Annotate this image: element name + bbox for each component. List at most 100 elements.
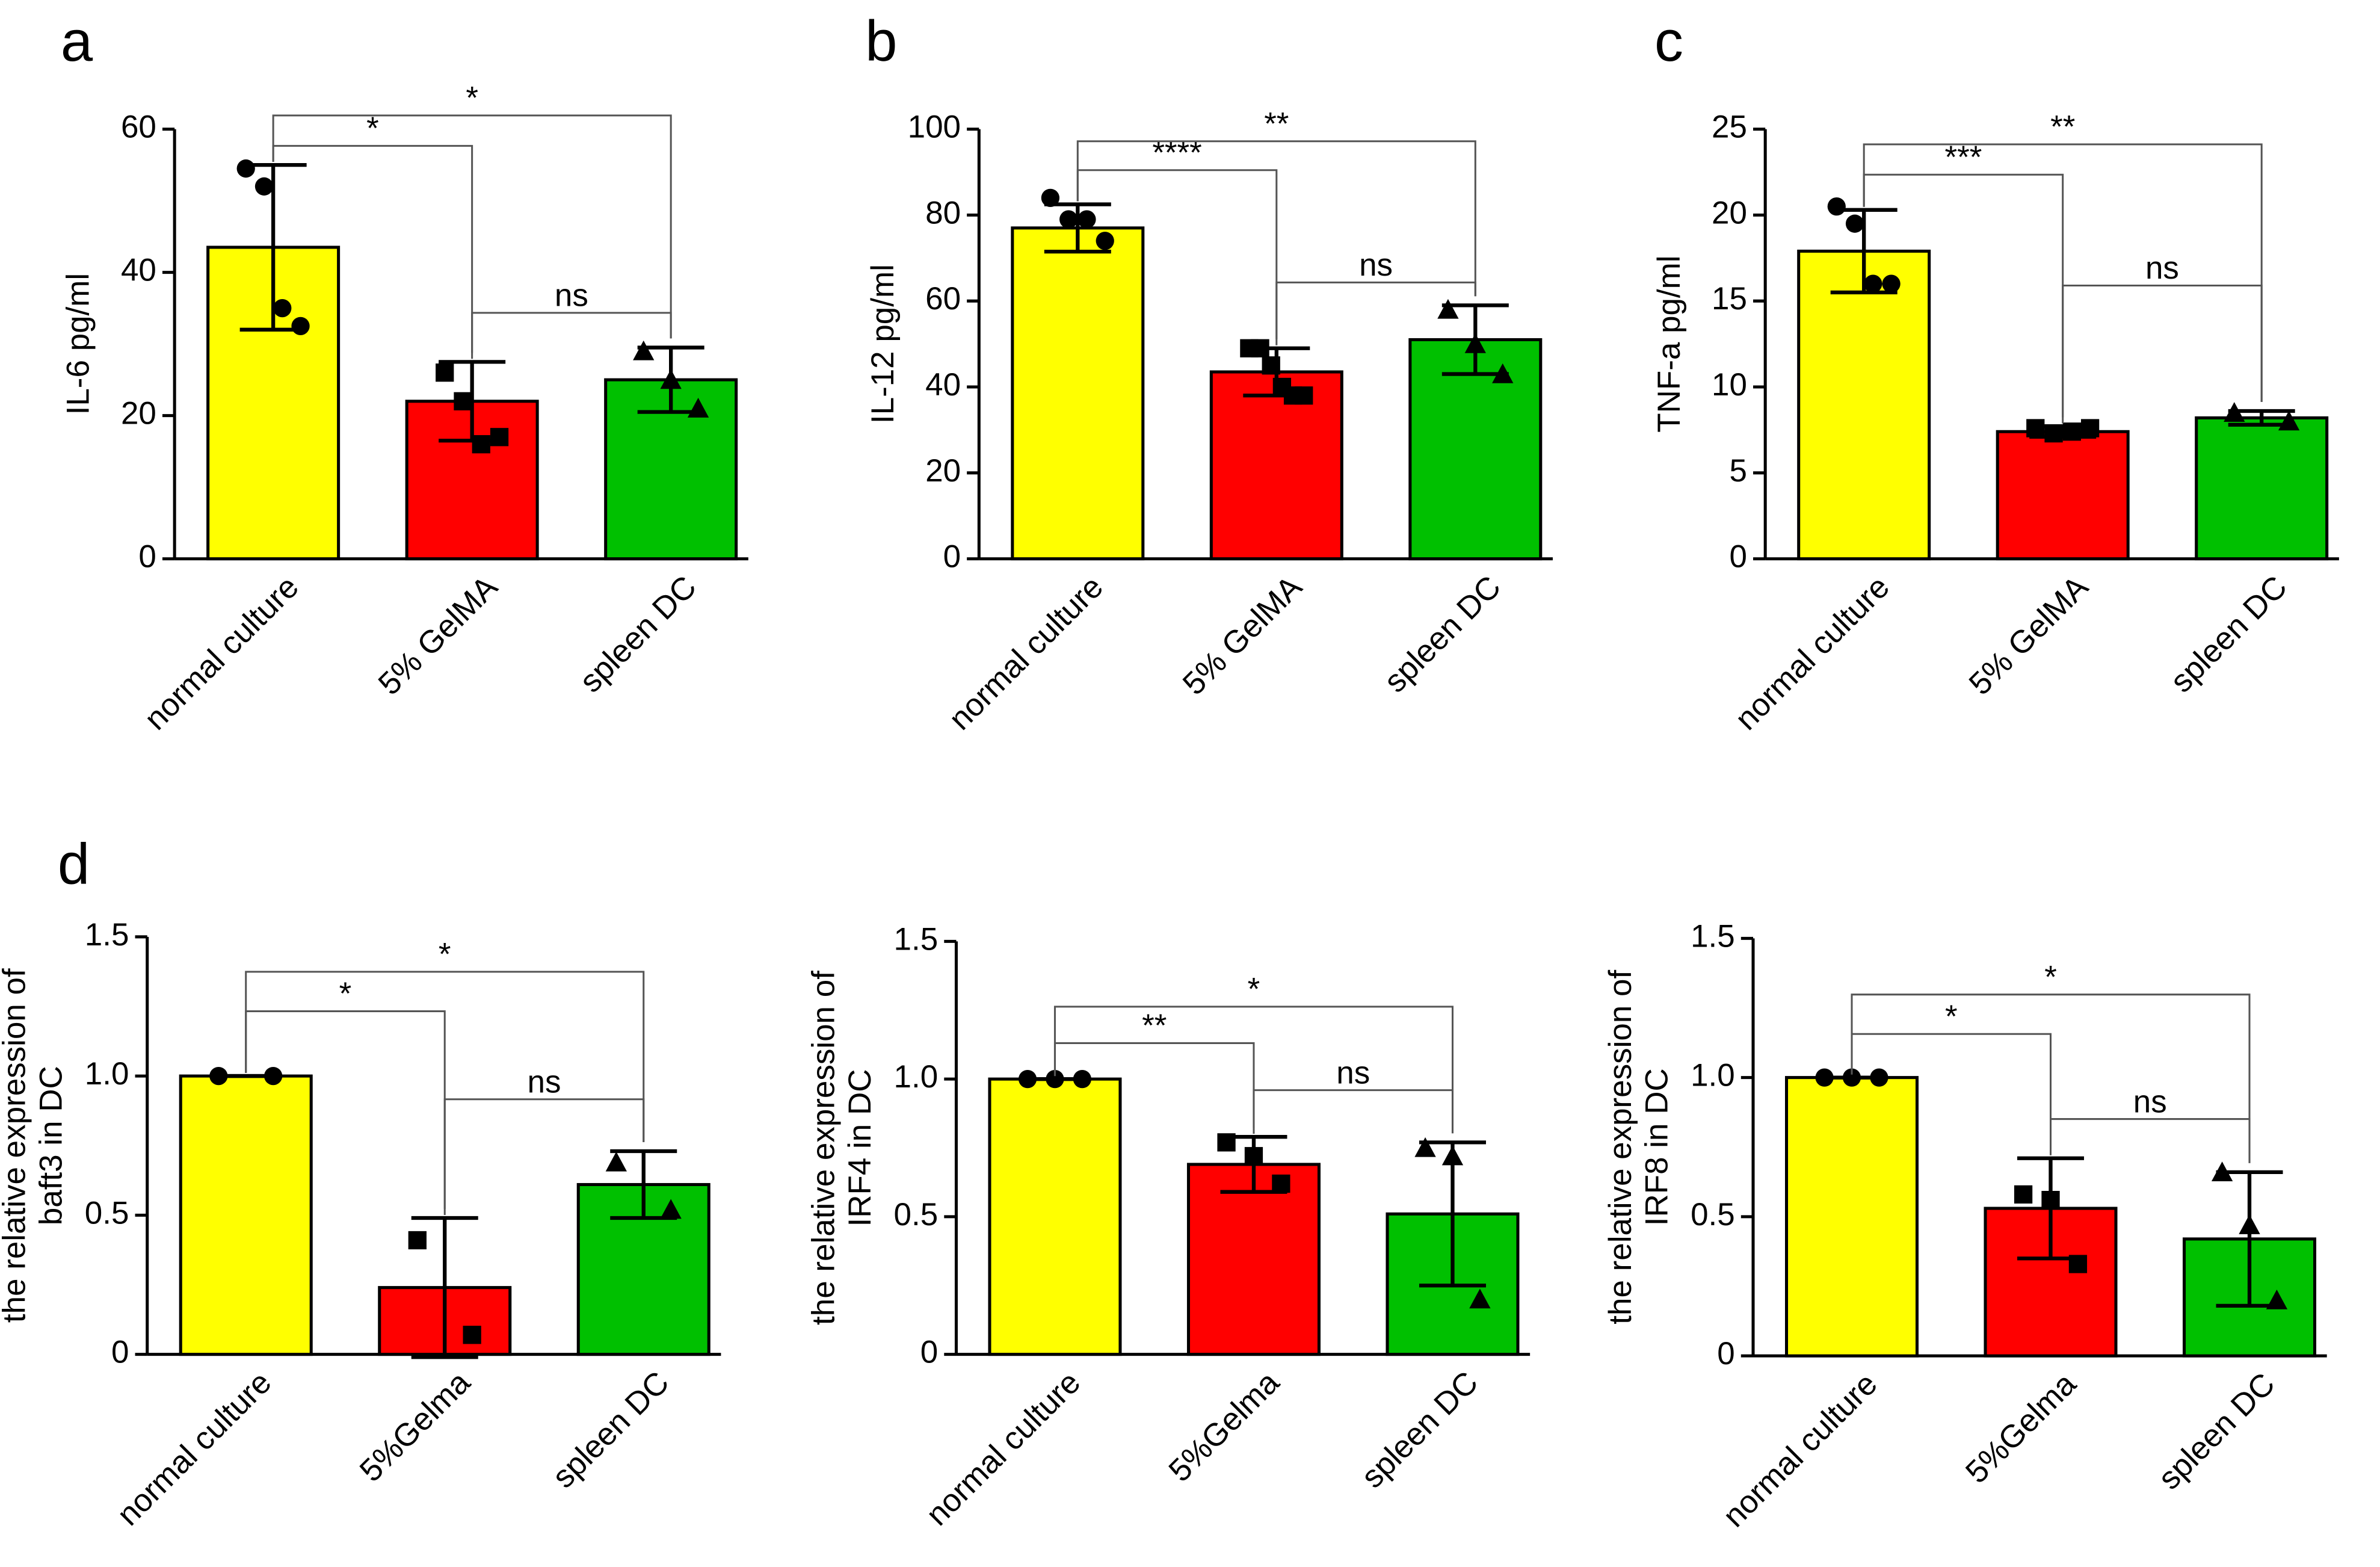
bar	[1797, 249, 1931, 561]
y-tick-label: 5	[1729, 453, 1746, 489]
data-point	[490, 428, 509, 447]
significance-label: **	[2050, 110, 2075, 145]
significance-bracket	[2050, 1118, 2251, 1163]
y-tick-label: 10	[1712, 367, 1747, 403]
panel-label: a	[61, 9, 93, 73]
y-tick-label: 0	[1717, 1336, 1734, 1371]
x-tick-label: spleen DC	[546, 1365, 676, 1495]
y-tick-label: 80	[925, 195, 961, 230]
data-point	[1059, 210, 1078, 229]
bar	[988, 1077, 1122, 1356]
data-point	[1882, 274, 1901, 293]
x-tick-label: spleen DC	[1377, 569, 1508, 700]
bar	[1186, 1163, 1321, 1356]
significance-label: **	[1264, 107, 1289, 142]
data-point	[2026, 419, 2045, 437]
significance-label: ns	[2145, 250, 2179, 286]
data-point	[2080, 419, 2100, 437]
panel-label: d	[58, 832, 90, 897]
significance-label: *	[439, 937, 451, 972]
x-tick-label: normal culture	[138, 569, 306, 737]
bar	[1996, 430, 2130, 561]
data-point	[2278, 410, 2300, 431]
significance-bracket	[1863, 143, 2263, 402]
x-tick-label: 5%Gelma	[1162, 1364, 1286, 1489]
panel-label: b	[865, 9, 897, 73]
data-point	[1845, 214, 1864, 233]
x-tick-label: 5%Gelma	[353, 1364, 478, 1489]
y-axis-label: IL-12 pg/ml	[865, 264, 901, 424]
data-point	[2068, 1255, 2088, 1273]
x-tick-label: normal culture	[1728, 569, 1896, 737]
data-point	[2041, 1190, 2060, 1210]
x-tick-label: normal culture	[1716, 1366, 1884, 1534]
y-tick-label: 60	[121, 110, 156, 145]
significance-bracket	[471, 312, 672, 359]
data-point	[2211, 1161, 2233, 1182]
y-tick-label: 0	[111, 1335, 129, 1370]
y-tick-label: 40	[121, 253, 156, 288]
data-point	[1041, 188, 1060, 207]
data-point	[454, 392, 472, 410]
data-point	[1096, 232, 1114, 250]
y-tick-label: 0	[1729, 539, 1746, 575]
data-point	[1217, 1133, 1236, 1152]
x-tick-label: 5% GelMA	[1176, 569, 1309, 702]
data-point	[1469, 1288, 1491, 1309]
data-point	[209, 1066, 228, 1086]
significance-label: **	[1142, 1008, 1167, 1043]
data-point	[2239, 1214, 2260, 1234]
x-tick-label: 5%Gelma	[1959, 1366, 2083, 1491]
y-axis-label: TNF-a pg/ml	[1651, 255, 1687, 432]
y-tick-label: 0.5	[894, 1197, 939, 1232]
x-tick-label: normal culture	[942, 569, 1110, 737]
y-tick-label: 0	[943, 539, 961, 575]
data-point	[1073, 1069, 1092, 1089]
data-point	[2062, 422, 2081, 441]
significance-label: ns	[528, 1065, 561, 1100]
data-point	[472, 435, 490, 454]
x-tick-label: spleen DC	[1355, 1365, 1485, 1495]
significance-label: *	[2044, 959, 2057, 995]
y-tick-label: 1.5	[894, 921, 939, 957]
y-tick-label: 1.0	[1691, 1058, 1735, 1093]
y-axis-label: the relative expression of	[1603, 970, 1638, 1324]
data-point	[1251, 339, 1269, 357]
data-point	[1077, 210, 1096, 229]
y-tick-label: 100	[908, 110, 961, 145]
data-point	[1864, 274, 1882, 293]
data-point	[264, 1066, 283, 1086]
data-point	[2266, 1289, 2288, 1309]
bar	[1011, 226, 1145, 561]
data-point	[1295, 386, 1313, 405]
data-point	[1046, 1069, 1064, 1089]
y-axis-label: IRF4 in DC	[842, 1069, 878, 1227]
y-tick-label: 0.5	[1691, 1197, 1735, 1232]
significance-bracket	[443, 1098, 645, 1215]
y-tick-label: 0.5	[85, 1195, 129, 1231]
significance-label: *	[1945, 999, 1958, 1034]
y-tick-label: 1.0	[894, 1059, 939, 1095]
significance-bracket	[2062, 284, 2263, 424]
significance-bracket	[1076, 140, 1476, 297]
y-axis-label: baft3 in DC	[33, 1066, 69, 1225]
data-point	[463, 1326, 481, 1344]
y-axis-label: the relative expression of	[806, 971, 841, 1325]
y-tick-label: 0	[920, 1335, 938, 1370]
significance-label: ns	[555, 278, 588, 314]
bar	[1408, 338, 1543, 561]
significance-bracket	[1275, 281, 1476, 345]
significance-label: ns	[1336, 1055, 1370, 1090]
data-point	[408, 1231, 427, 1250]
data-point	[633, 340, 655, 360]
data-point	[1414, 1137, 1436, 1157]
data-point	[1842, 1068, 1861, 1087]
y-tick-label: 40	[925, 367, 961, 403]
y-tick-label: 0	[138, 539, 156, 575]
data-point	[2224, 402, 2245, 422]
significance-bracket	[1053, 1006, 1454, 1134]
y-tick-label: 20	[1712, 195, 1747, 230]
data-point	[1815, 1068, 1834, 1087]
data-point	[2014, 1185, 2033, 1204]
